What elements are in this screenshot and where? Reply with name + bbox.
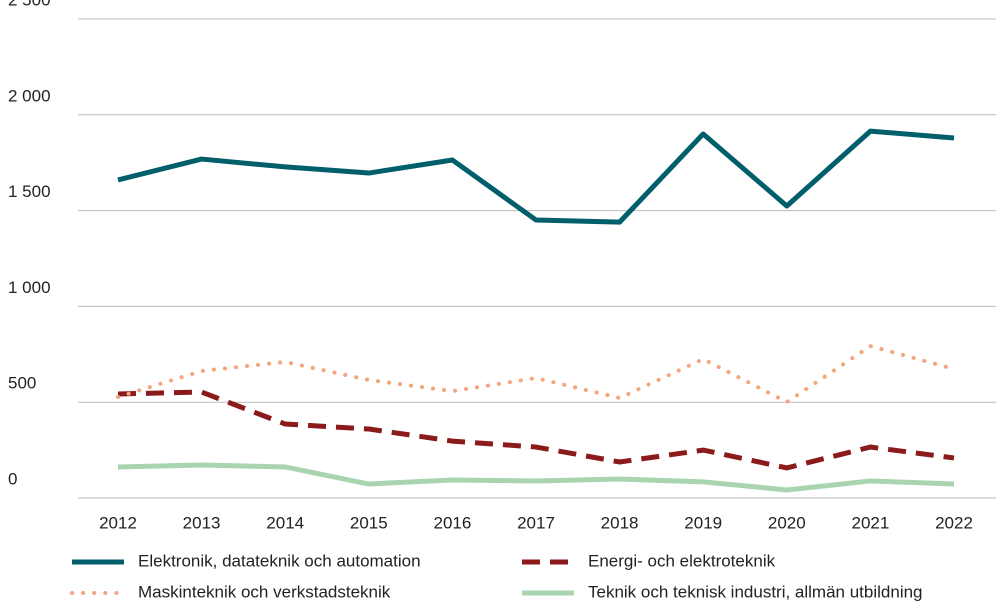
x-tick-label: 2013 [183, 513, 221, 532]
line-series [116, 344, 956, 405]
y-tick-label: 0 [8, 469, 17, 488]
x-tick-label: 2021 [851, 513, 889, 532]
line-series [117, 128, 955, 225]
y-tick-label: 2 000 [8, 86, 51, 105]
y-tick-label: 1 500 [8, 182, 51, 201]
x-tick-label: 2014 [266, 513, 304, 532]
x-tick-label: 2012 [99, 513, 137, 532]
legend-label: Energi- och elektroteknik [588, 551, 776, 570]
x-tick-label: 2015 [350, 513, 388, 532]
y-tick-label: 500 [8, 374, 36, 393]
x-tick-label: 2017 [517, 513, 555, 532]
x-tick-label: 2019 [684, 513, 722, 532]
y-tick-label: 1 000 [8, 278, 51, 297]
x-tick-label: 2022 [935, 513, 973, 532]
x-tick-label: 2020 [768, 513, 806, 532]
x-tick-label: 2018 [601, 513, 639, 532]
legend-label: Elektronik, datateknik och automation [138, 551, 421, 570]
x-tick-label: 2016 [433, 513, 471, 532]
legend-label: Teknik och teknisk industri, allmän utbi… [588, 582, 923, 601]
line-series [117, 389, 955, 471]
line-series [117, 462, 955, 493]
y-tick-label: 2 500 [8, 0, 51, 9]
legend-label: Maskinteknik och verkstadsteknik [138, 582, 391, 601]
